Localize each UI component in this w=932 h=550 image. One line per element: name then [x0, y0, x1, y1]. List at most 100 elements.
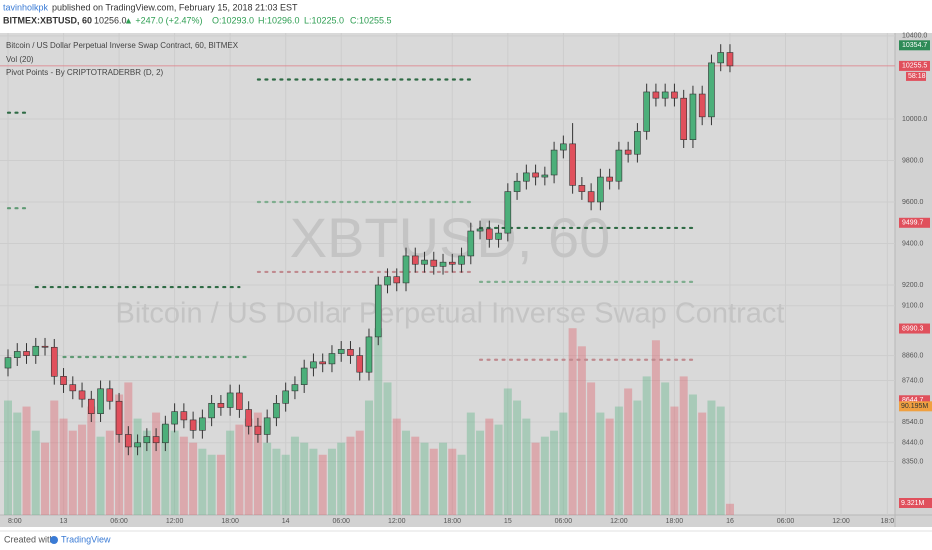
author[interactable]: tavinholkpk	[3, 2, 49, 12]
legend: Bitcoin / US Dollar Perpetual Inverse Sw…	[6, 41, 239, 77]
volume-bar	[688, 394, 697, 515]
volume-bar	[670, 406, 679, 515]
candle-body	[162, 423, 169, 444]
plot-area	[0, 33, 895, 515]
price-marker-label: 8644.7	[902, 397, 924, 404]
candle-body	[698, 93, 706, 118]
y-tick-label: 10000.0	[902, 116, 927, 123]
volume-bar	[198, 448, 207, 515]
volume-marker	[899, 498, 932, 508]
volume-bar	[170, 430, 179, 515]
change: ▲ +247.0 (+2.47%)	[124, 15, 202, 25]
volume-bar	[300, 442, 309, 515]
candle-body	[523, 172, 530, 182]
axes: 10400.0 10000.0 9800.0 9600.0 9400.0 9200.0 91…	[8, 33, 932, 525]
candle-body	[365, 336, 373, 373]
volume-bar	[540, 436, 549, 515]
volume-bar	[707, 400, 716, 515]
candle-body	[550, 149, 558, 176]
candle-body	[347, 349, 354, 356]
x-tick-label: 06:00	[332, 518, 350, 525]
y-tick-label: 10400.0	[902, 33, 927, 40]
volume-bar	[13, 412, 22, 515]
volume-bar	[327, 448, 336, 515]
price-marker-label: 8990.3	[902, 325, 924, 332]
x-tick-label: 12:00	[388, 518, 406, 525]
volume-bar	[679, 376, 688, 515]
candle-body	[282, 390, 289, 404]
y-tick-label: 8440.0	[902, 440, 924, 447]
candles	[4, 44, 734, 456]
candle-body	[643, 91, 650, 132]
footer-created: Created with	[4, 534, 55, 544]
candle-body	[671, 91, 678, 99]
y-tick-label: 9200.0	[902, 282, 924, 289]
candle-body	[143, 436, 151, 444]
x-tick-label: 06:00	[555, 518, 573, 525]
x-tick-label: 06:00	[777, 518, 795, 525]
volume-bar	[59, 418, 68, 515]
y-tick-label: 8350.0	[902, 458, 924, 465]
volume-bar	[503, 388, 512, 515]
candle-body	[384, 276, 391, 286]
volume-bar	[309, 448, 318, 515]
y-tick-label: 8860.0	[902, 352, 924, 359]
volume-bar	[115, 394, 124, 515]
candle-body	[115, 400, 123, 435]
price-marker	[899, 323, 930, 334]
volume-bar	[78, 424, 87, 515]
volume-bar	[716, 406, 725, 515]
volume-bar	[605, 418, 614, 515]
candle-body	[532, 172, 539, 178]
x-tick-label: 15	[504, 518, 512, 525]
candle-body	[208, 403, 215, 419]
volume-bar	[207, 454, 216, 515]
footer-brand[interactable]: TradingView	[61, 534, 111, 544]
volume-bar	[383, 382, 392, 515]
volume	[3, 328, 734, 515]
y-tick-label: 8740.0	[902, 377, 924, 384]
volume-bar	[494, 424, 503, 515]
candle-body	[458, 255, 465, 265]
volume-marker-label: 90.195M	[901, 403, 928, 410]
volume-bar	[457, 454, 466, 515]
candle-body	[689, 93, 697, 140]
volume-bar	[596, 412, 605, 515]
candle-body	[152, 436, 160, 444]
candle-body	[402, 255, 410, 284]
candle-body	[97, 388, 104, 415]
y-tick-label: 9100.0	[902, 303, 924, 310]
candle-body	[606, 176, 613, 182]
volume-bar	[189, 442, 198, 515]
volume-bar	[651, 340, 660, 515]
candle-body	[4, 357, 12, 369]
symbol-line: BITMEX:XBTUSD, 60 10256.0 ▲ +247.0 (+2.4…	[3, 15, 392, 25]
candle-body	[439, 261, 447, 267]
candle-body	[236, 392, 243, 410]
volume-bar	[476, 430, 485, 515]
volume-bar	[466, 412, 475, 515]
volume-bar	[355, 430, 364, 515]
y-tick-label: 9800.0	[902, 157, 924, 164]
candle-body	[513, 180, 521, 192]
candle-body	[273, 403, 280, 419]
volume-bar	[68, 430, 77, 515]
candle-body	[448, 261, 456, 265]
legend-main: Bitcoin / US Dollar Perpetual Inverse Sw…	[6, 41, 239, 50]
x-tick-label: 12:00	[166, 518, 184, 525]
volume-bar	[87, 406, 96, 515]
volume-bar	[531, 442, 540, 515]
volume-bar	[235, 424, 244, 515]
volume-bar	[513, 400, 522, 515]
volume-bar	[346, 436, 355, 515]
watermark-name: Bitcoin / US Dollar Perpetual Inverse Sw…	[116, 298, 785, 330]
candle-body	[661, 91, 669, 99]
volume-bar	[216, 454, 225, 515]
volume-bar	[559, 412, 568, 515]
volume-bar	[429, 448, 438, 515]
last-price: 10256.0	[94, 15, 127, 25]
candle-body	[328, 353, 336, 365]
candle-body	[652, 91, 660, 99]
x-tick-label: 8:00	[8, 518, 22, 525]
candle-body	[180, 411, 188, 421]
